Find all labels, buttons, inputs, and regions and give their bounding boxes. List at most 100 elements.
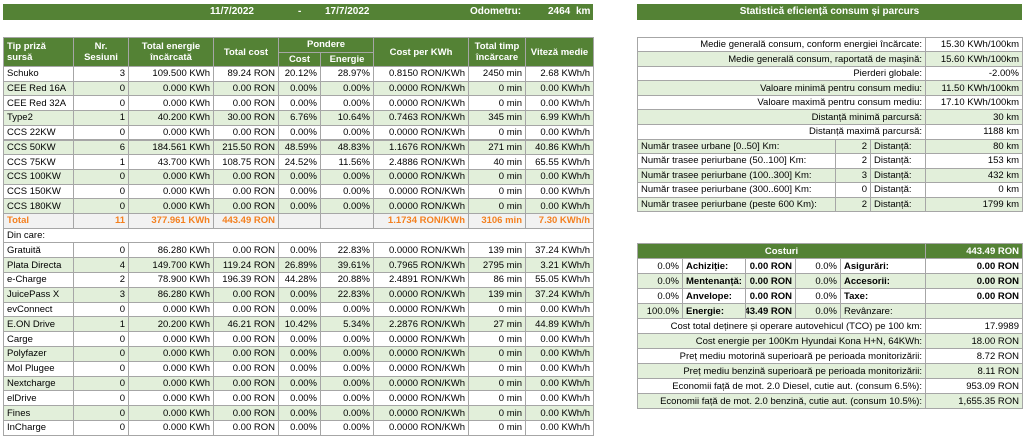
table-cell: 0.000 KWh [128,80,214,97]
cost-item: 0.00 RON [745,273,796,289]
summary-value: 8.11 RON [925,363,1023,379]
table-cell: 0.0000 RON/KWh [373,80,469,97]
table-cell: JuicePass X [3,286,74,303]
table-cell: 6 [73,139,129,156]
table-cell: 0.000 KWh [128,390,214,407]
table-cell: 0.0000 RON/KWh [373,360,469,377]
subtitle: Din care: [3,227,594,244]
column-header: Total timp încărcare [468,37,526,67]
table-cell: 86.280 KWh [128,286,214,303]
table-cell: 3.21 KWh/h [525,257,594,273]
table-cell: 2.2876 RON/KWh [373,316,469,333]
table-cell: 20.12% [278,66,321,82]
stat-label: Distanță maximă parcursă: [637,124,926,140]
table-cell: 0.00 KWh/h [525,420,594,436]
cost-item: 443.49 RON [745,303,796,319]
table-cell: 0.0000 RON/KWh [373,168,469,185]
table-cell: 0.00 KWh/h [525,80,594,97]
odometer-label: Odometru: [470,6,522,17]
table-cell: 196.39 RON [213,272,279,288]
table-cell: 3 [73,286,129,303]
stat-label: Distanță minimă parcursă: [637,109,926,125]
table-cell: 0.00 KWh/h [525,301,594,318]
date-from: 11/7/2022 [210,6,254,17]
table-cell: 0.00 RON [213,346,279,362]
stat-count: 3 [835,167,871,184]
table-cell: 0.00 RON [213,286,279,303]
table-cell: 0 min [468,360,526,377]
column-header: Cost [278,51,321,67]
table-cell: 0 min [468,168,526,185]
table-cell: 43.700 KWh [128,154,214,170]
table-cell: 0.00% [320,183,374,200]
table-cell: 0.000 KWh [128,420,214,436]
table-cell: 10.42% [278,316,321,333]
table-cell: 0 min [468,95,526,112]
table-cell: 0.00% [320,405,374,421]
table-cell: 0.00% [278,405,321,421]
table-cell: Plata Directa [3,257,74,273]
table-cell: 2795 min [468,257,526,273]
table-cell: 26.89% [278,257,321,273]
table-cell: 0.00 RON [213,420,279,436]
table-cell: 0.00% [320,198,374,214]
table-cell: 0.00 KWh/h [525,331,594,347]
table-cell: 1.1734 RON/KWh [373,213,469,229]
cost-item: Revânzare: [840,303,926,319]
table-cell: 0 [73,198,129,214]
table-cell: 0.00% [320,95,374,112]
stat-value: 80 km [925,138,1023,155]
cost-item: Taxe: [840,288,926,304]
table-cell: 1 [73,316,129,333]
table-cell: 0.0000 RON/KWh [373,390,469,407]
table-cell: 89.24 RON [213,66,279,82]
column-header: Cost per KWh [373,37,469,67]
table-cell: 0 min [468,375,526,392]
table-cell: 27 min [468,316,526,333]
table-cell: CEE Red 32A [3,95,74,112]
table-cell: 55.05 KWh/h [525,272,594,288]
summary-label: Economii față de mot. 2.0 Diesel, cutie … [637,378,926,394]
table-cell: 139 min [468,286,526,303]
table-cell: 0 [73,80,129,97]
cost-item: 0.0% [637,288,683,304]
table-cell: 0.0000 RON/KWh [373,346,469,362]
table-cell: 65.55 KWh/h [525,154,594,170]
table-cell: 0.000 KWh [128,301,214,318]
table-cell: 443.49 RON [213,213,279,229]
stat-value: 17.10 KWh/100km [925,94,1023,111]
summary-label: Preț mediu motorină superioară pe perioa… [637,348,926,364]
table-cell: 0.00 KWh/h [525,405,594,421]
table-cell: 0.00% [278,80,321,97]
table-cell: 0.0000 RON/KWh [373,301,469,318]
table-cell: 6.99 KWh/h [525,110,594,126]
table-cell: 0 [73,242,129,259]
cost-item: 0.00 RON [745,258,796,274]
table-cell: 2 [73,272,129,288]
stat-label: Valoare maximă pentru consum mediu: [637,94,926,111]
table-cell: 37.24 KWh/h [525,286,594,303]
table-cell: 0.00% [278,95,321,112]
table-cell: 48.83% [320,139,374,156]
table-cell: Schuko [3,66,74,82]
table-cell: 0.00% [320,346,374,362]
table-cell: 0 min [468,331,526,347]
table-cell: 0.00% [320,390,374,407]
table-cell: 271 min [468,139,526,156]
stats-bar [637,4,1022,20]
stat-label: Pierderi globale: [637,65,926,82]
table-cell: 78.900 KWh [128,272,214,288]
table-cell: 0.00 RON [213,331,279,347]
table-cell: 0.00 KWh/h [525,390,594,407]
table-cell: 0 min [468,198,526,214]
table-cell: 0.7965 RON/KWh [373,257,469,273]
table-cell: elDrive [3,390,74,407]
period-bar [3,4,593,20]
table-cell: 345 min [468,110,526,126]
table-cell: 0.000 KWh [128,331,214,347]
costs-title: Costuri [637,243,926,259]
stat-label: Număr trasee periurbane (300..600] Km: [637,182,836,198]
stat-count: 2 [835,153,871,169]
table-cell: 40.86 KWh/h [525,139,594,156]
table-cell: 2.4886 RON/KWh [373,154,469,170]
